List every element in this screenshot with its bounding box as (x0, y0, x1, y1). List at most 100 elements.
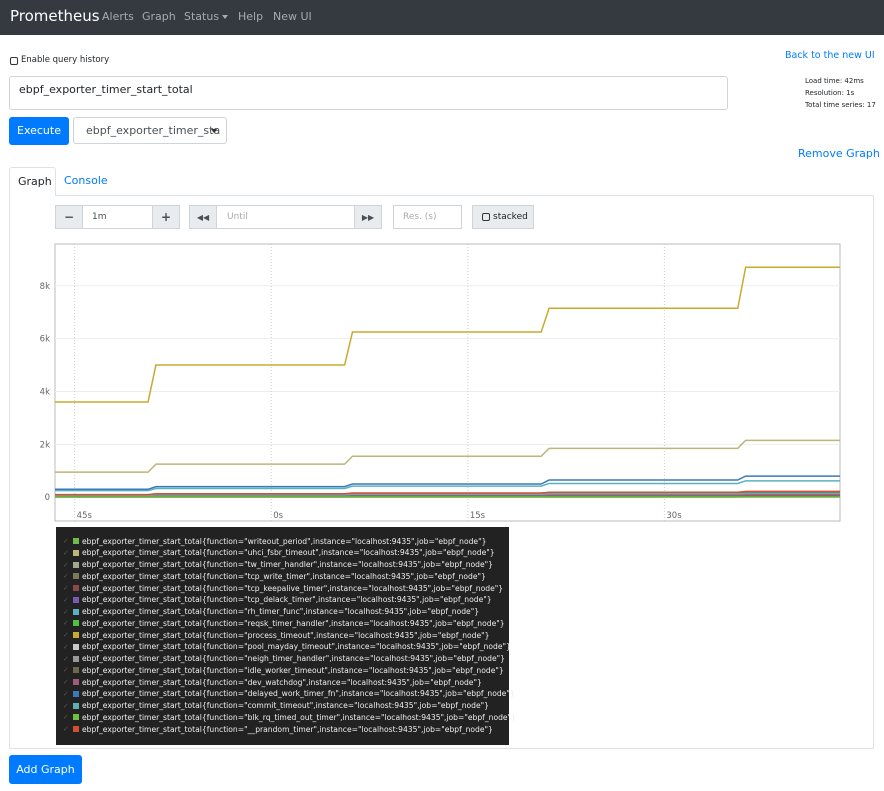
series-line (55, 490, 840, 496)
legend-item[interactable]: ✓ ebpf_exporter_timer_start_total{functio… (56, 594, 492, 606)
check-icon: ✓ (63, 713, 69, 722)
check-icon: ✓ (63, 642, 69, 651)
expression-input[interactable]: ebpf_exporter_timer_start_total (9, 76, 728, 110)
resolution-input[interactable]: Res. (s) (393, 205, 462, 229)
caret (211, 129, 217, 133)
button[interactable]: ▶▶ (354, 205, 382, 229)
legend: ✓ ebpf_exporter_timer_start_total{functio… (56, 527, 516, 745)
legend-swatch (73, 655, 79, 662)
legend-item[interactable]: ✓ ebpf_exporter_timer_start_total{functio… (56, 535, 486, 547)
legend-item[interactable]: ✓ ebpf_exporter_timer_start_total{functio… (56, 606, 479, 618)
checkbox (482, 213, 490, 221)
legend-swatch (73, 726, 79, 732)
check-icon: ✓ (63, 725, 69, 733)
legend-item[interactable]: ✓ ebpf_exporter_timer_start_total{functio… (56, 700, 489, 712)
legend-swatch (73, 632, 79, 638)
series-line (55, 439, 840, 473)
check-icon: ✓ (63, 701, 69, 710)
y-tick-label: 6k (40, 335, 50, 345)
link[interactable]: Back to the new UI (785, 50, 875, 61)
legend-label: ebpf_exporter_timer_start_total{function… (82, 642, 511, 652)
legend-swatch (73, 679, 79, 685)
legend-swatch (73, 573, 79, 580)
graph-panel (9, 195, 874, 749)
tab[interactable]: Graph (9, 167, 56, 196)
legend-item[interactable]: ✓ ebpf_exporter_timer_start_total{functio… (56, 723, 493, 735)
stat: Total time series: 17 (805, 101, 876, 109)
legend-label: ebpf_exporter_timer_start_total{function… (82, 571, 486, 581)
legend-swatch (73, 608, 79, 615)
nav-link[interactable]: Alerts (102, 10, 134, 23)
legend-label: ebpf_exporter_timer_start_total{function… (82, 712, 516, 722)
legend-swatch (73, 585, 79, 591)
stat: Resolution: 1s (805, 89, 855, 97)
button[interactable]: + (152, 205, 180, 229)
legend-swatch (73, 538, 79, 544)
legend-item[interactable]: ✓ ebpf_exporter_timer_start_total{functio… (56, 688, 515, 700)
legend-label: ebpf_exporter_timer_start_total{function… (82, 536, 487, 546)
checkbox[interactable] (10, 57, 18, 65)
button[interactable]: − (55, 205, 83, 229)
check-icon: ✓ (63, 666, 69, 675)
x-tick-label: 45s (77, 511, 93, 521)
legend-label: ebpf_exporter_timer_start_total{function… (82, 560, 493, 569)
legend-item[interactable]: ✓ ebpf_exporter_timer_start_total{functio… (56, 559, 493, 571)
nav-link[interactable]: Help (238, 10, 264, 23)
metric-select[interactable]: ebpf_exporter_timer_sta (73, 117, 227, 144)
legend-label: ebpf_exporter_timer_start_total{function… (82, 689, 515, 699)
execute-button[interactable]: Execute (9, 117, 69, 145)
check-icon: ✓ (63, 584, 69, 592)
y-tick-label: 2k (40, 440, 50, 450)
legend-item[interactable]: ✓ ebpf_exporter_timer_start_total{functio… (56, 711, 516, 723)
legend-swatch (73, 549, 79, 556)
legend-label: ebpf_exporter_timer_start_total{function… (82, 595, 492, 605)
legend-swatch (73, 667, 79, 674)
legend-label: ebpf_exporter_timer_start_total{function… (82, 618, 505, 628)
series-line (55, 480, 840, 492)
legend-item[interactable]: ✓ ebpf_exporter_timer_start_total{functio… (56, 629, 489, 641)
check-icon: ✓ (63, 654, 69, 663)
navbar: Prometheus Alerts Graph Status Help New … (0, 0, 884, 35)
brand[interactable]: Prometheus (10, 7, 100, 25)
range-input[interactable]: 1m (82, 205, 153, 229)
check-icon: ✓ (63, 689, 69, 698)
legend-item[interactable]: ✓ ebpf_exporter_timer_start_total{functio… (56, 570, 486, 582)
checkbox-label[interactable]: Enable query history (21, 55, 110, 65)
legend-label: ebpf_exporter_timer_start_total{function… (82, 724, 493, 734)
tab[interactable]: Console (64, 174, 108, 187)
legend-label: ebpf_exporter_timer_start_total{function… (82, 583, 504, 593)
legend-item[interactable]: ✓ ebpf_exporter_timer_start_total{functio… (56, 547, 495, 559)
legend-item[interactable]: ✓ ebpf_exporter_timer_start_total{functio… (56, 582, 503, 594)
legend-label: ebpf_exporter_timer_start_total{function… (82, 701, 489, 710)
check-icon: ✓ (63, 595, 69, 604)
chart: 0 2k 4k 6k 8k 45s 0s 15s 30s (40, 243, 841, 522)
caret (222, 15, 228, 19)
nav-link[interactable]: Status (184, 10, 220, 23)
stacked-button[interactable]: stacked (472, 205, 534, 229)
check-icon: ✓ (63, 619, 69, 628)
check-icon: ✓ (63, 537, 69, 545)
legend-item[interactable]: ✓ ebpf_exporter_timer_start_total{functio… (56, 653, 505, 665)
x-tick-label: 30s (666, 511, 682, 521)
nav-link[interactable]: Graph (142, 10, 176, 23)
series-line (55, 475, 840, 491)
series-line (55, 492, 840, 497)
legend-swatch (73, 643, 79, 650)
legend-item[interactable]: ✓ ebpf_exporter_timer_start_total{functio… (56, 664, 504, 676)
legend-swatch (73, 620, 79, 627)
add-graph-button[interactable]: Add Graph (9, 755, 82, 784)
legend-label: ebpf_exporter_timer_start_total{function… (82, 630, 490, 640)
legend-label: ebpf_exporter_timer_start_total{function… (82, 677, 482, 687)
link[interactable]: Remove Graph (798, 147, 880, 160)
plot-area (54, 243, 841, 522)
y-tick-label: 8k (40, 282, 50, 292)
legend-item[interactable]: ✓ ebpf_exporter_timer_start_total{functio… (56, 617, 505, 629)
series-line (55, 266, 840, 403)
legend-item[interactable]: ✓ ebpf_exporter_timer_start_total{functio… (56, 641, 511, 653)
check-icon: ✓ (63, 572, 69, 581)
legend-item[interactable]: ✓ ebpf_exporter_timer_start_total{functio… (56, 676, 482, 688)
y-tick-label: 4k (40, 387, 50, 397)
nav-link[interactable]: New UI (273, 10, 312, 23)
legend-label: ebpf_exporter_timer_start_total{function… (82, 607, 480, 616)
